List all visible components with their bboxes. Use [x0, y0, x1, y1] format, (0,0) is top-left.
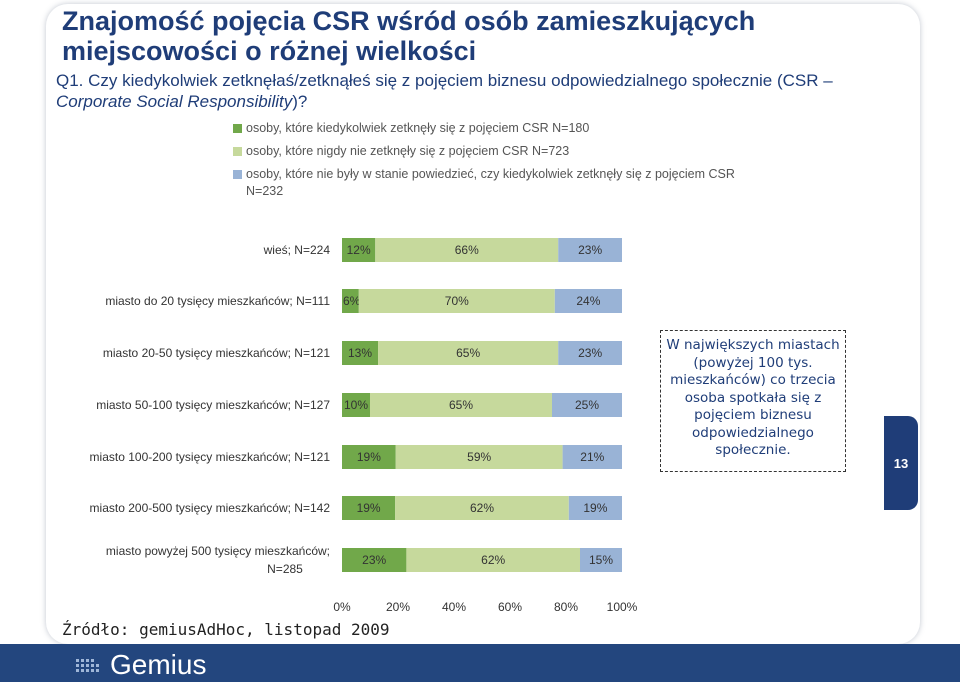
bar-segment	[552, 393, 622, 417]
bar-segment	[395, 445, 563, 469]
bar-segment	[580, 548, 622, 572]
question-suffix: )?	[292, 92, 308, 111]
x-tick-label: 80%	[554, 600, 578, 614]
slide-title: Znajomość pojęcia CSR wśród osób zamiesz…	[62, 6, 756, 66]
value-label: 21%	[580, 450, 604, 464]
value-label: 19%	[357, 501, 381, 515]
legend-label-aware: osoby, które kiedykolwiek zetknęły się z…	[246, 121, 590, 135]
gemius-logo-text: Gemius	[110, 649, 207, 680]
bar-segment	[558, 238, 622, 262]
x-tick-label: 40%	[442, 600, 466, 614]
slide-card	[46, 4, 920, 644]
bar-segment	[375, 238, 559, 262]
value-label: 15%	[589, 553, 613, 567]
legend-item-never: osoby, które nigdy nie zetknęły się z po…	[233, 143, 793, 160]
x-tick-label: 0%	[333, 600, 351, 614]
question-prefix: Q1. Czy kiedykolwiek zetknęłaś/zetknąłeś…	[56, 71, 833, 90]
legend-item-unsure: osoby, które nie były w stanie powiedzie…	[233, 166, 793, 200]
chart-legend: osoby, które kiedykolwiek zetknęły się z…	[233, 120, 793, 206]
bar-segment	[562, 445, 622, 469]
bar-segment	[568, 496, 622, 520]
page-tab	[884, 416, 918, 510]
footer-bar	[0, 644, 960, 682]
value-label: 23%	[578, 243, 602, 257]
bar-segment	[342, 496, 396, 520]
category-label: miasto 50-100 tysięcy mieszkańców; N=127	[96, 398, 330, 412]
value-label: 19%	[357, 450, 381, 464]
x-tick-label: 20%	[386, 600, 410, 614]
value-label: 19%	[583, 501, 607, 515]
legend-label-unsure: osoby, które nie były w stanie powiedzie…	[246, 167, 735, 198]
gemius-logo-icon	[76, 659, 99, 672]
x-tick-label: 60%	[498, 600, 522, 614]
bar-segment	[558, 341, 622, 365]
value-label: 65%	[449, 398, 473, 412]
value-label: 62%	[470, 501, 494, 515]
legend-swatch-aware	[233, 124, 242, 133]
x-tick-label: 100%	[607, 600, 638, 614]
bar-segment	[342, 548, 407, 572]
category-label: miasto 200-500 tysięcy mieszkańców; N=14…	[90, 501, 331, 515]
page-number: 13	[893, 456, 909, 471]
bar-segment	[342, 445, 396, 469]
category-label: miasto do 20 tysięcy mieszkańców; N=111	[105, 294, 330, 308]
value-label: 6%	[343, 294, 361, 308]
value-label: 65%	[456, 346, 480, 360]
value-label: 59%	[467, 450, 491, 464]
category-label: miasto 20-50 tysięcy mieszkańców; N=121	[103, 346, 330, 360]
source-text: Źródło: gemiusAdHoc, listopad 2009	[62, 620, 390, 639]
callout-note: W największych miastach (powyżej 100 tys…	[660, 330, 846, 472]
survey-question: Q1. Czy kiedykolwiek zetknęłaś/zetknąłeś…	[56, 70, 876, 112]
bar-segment	[378, 341, 559, 365]
bar-segment	[554, 289, 622, 313]
bar-segment	[342, 393, 370, 417]
question-italic: Corporate Social Responsibility	[56, 92, 293, 111]
bar-segment	[370, 393, 552, 417]
bar-segment	[342, 289, 359, 313]
value-label: 10%	[344, 398, 368, 412]
category-label: miasto 100-200 tysięcy mieszkańców; N=12…	[90, 450, 331, 464]
bar-segment	[358, 289, 555, 313]
value-label: 23%	[362, 553, 386, 567]
value-label: 70%	[445, 294, 469, 308]
value-label: 25%	[575, 398, 599, 412]
value-label: 66%	[455, 243, 479, 257]
bar-segment	[342, 238, 376, 262]
category-label: wieś; N=224	[263, 243, 331, 257]
category-label: miasto powyżej 500 tysięcy mieszkańców; N…	[106, 544, 330, 576]
value-label: 24%	[576, 294, 600, 308]
legend-label-never: osoby, które nigdy nie zetknęły się z po…	[246, 144, 570, 158]
value-label: 12%	[347, 243, 371, 257]
bar-segment	[406, 548, 580, 572]
legend-swatch-unsure	[233, 170, 242, 179]
bar-segment	[342, 341, 379, 365]
bar-segment	[395, 496, 569, 520]
value-label: 23%	[578, 346, 602, 360]
legend-swatch-never	[233, 147, 242, 156]
value-label: 62%	[481, 553, 505, 567]
legend-item-aware: osoby, które kiedykolwiek zetknęły się z…	[233, 120, 793, 137]
value-label: 13%	[348, 346, 372, 360]
